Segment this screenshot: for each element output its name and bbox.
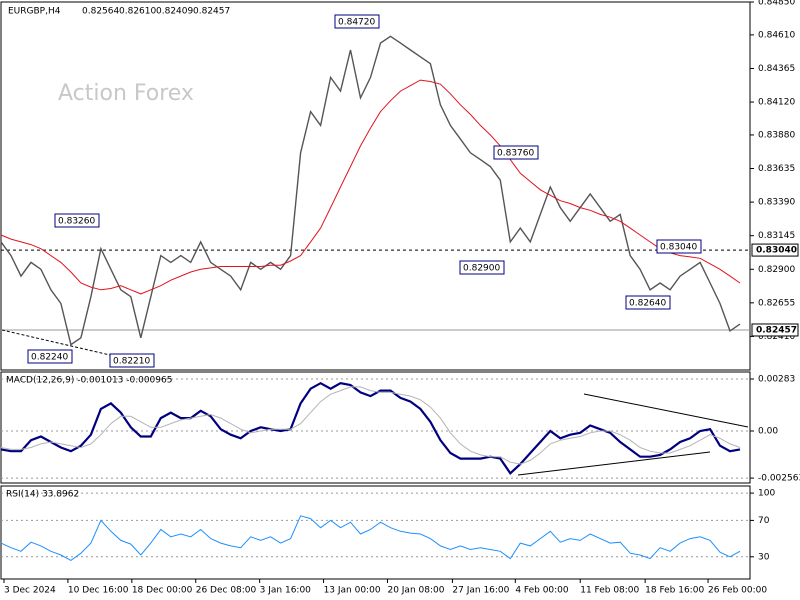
annotation: 0.82210 — [113, 357, 150, 367]
panel-title: MACD(12,26,9) -0.001013 -0.000965 — [6, 376, 172, 386]
y-tick-label: 0.84120 — [758, 98, 795, 108]
watermark: Action Forex — [58, 81, 194, 106]
x-tick-label: 26 Feb 00:00 — [708, 586, 767, 596]
y-tick-label: 30 — [758, 552, 770, 562]
y-tick-label: 70 — [758, 516, 770, 526]
y-tick-label: 0.00 — [758, 426, 778, 436]
annotation: 0.82640 — [629, 299, 666, 309]
ohlc-value: 0.82564 — [82, 7, 119, 17]
y-tick-label: 0.82655 — [758, 298, 795, 308]
y-tick-label: 0.83635 — [758, 164, 795, 174]
panel-frame — [0, 371, 751, 484]
annotation-box — [54, 213, 100, 228]
y-tick-label: 0.84365 — [758, 64, 795, 74]
price-tag-label: 0.82457 — [756, 325, 797, 335]
x-tick-label: 3 Dec 2024 — [4, 586, 56, 596]
x-tick-label: 18 Feb 16:00 — [645, 586, 704, 596]
ohlc-value: 0.82457 — [193, 7, 230, 17]
y-tick-label: 0.82410 — [758, 332, 795, 342]
trend-line — [1, 329, 111, 356]
annotation: 0.83760 — [497, 149, 534, 159]
ohlc-value: 0.82409 — [156, 7, 193, 17]
y-tick-label: 0.84850 — [758, 0, 795, 8]
x-tick-label: 20 Jan 08:00 — [387, 586, 444, 596]
y-tick-label: 0.83145 — [758, 231, 795, 241]
x-tick-label: 4 Feb 00:00 — [515, 586, 569, 596]
ohlc-value: 0.82610 — [119, 7, 156, 17]
annotation: 0.84720 — [338, 18, 375, 28]
y-tick-label: 0.83390 — [758, 198, 795, 208]
series-line — [0, 79, 741, 295]
annotation-box — [625, 295, 671, 310]
series-line — [0, 386, 741, 465]
y-tick-label: 0.84610 — [758, 30, 795, 40]
annotation-box — [656, 239, 702, 254]
symbol: EURGBP,H4 — [8, 7, 61, 17]
series-line — [0, 381, 741, 475]
y-tick-label: 0.82900 — [758, 265, 795, 275]
y-tick-label: 0.83880 — [758, 130, 795, 140]
price-tag — [751, 243, 799, 257]
panel-frame — [0, 485, 751, 580]
x-tick-label: 3 Jan 16:00 — [260, 586, 312, 596]
series-line — [0, 35, 741, 346]
annotation: 0.83260 — [58, 217, 95, 227]
x-tick-label: 10 Dec 16:00 — [68, 586, 129, 596]
annotation-box — [493, 145, 539, 160]
y-tick-label: 0.00283 — [758, 374, 795, 384]
annotation: 0.82240 — [31, 353, 68, 363]
x-tick-label: 27 Jan 16:00 — [452, 586, 509, 596]
price-tag-label: 0.83040 — [756, 246, 797, 256]
x-tick-label: 26 Dec 08:00 — [196, 586, 257, 596]
y-tick-label: -0.002563 — [758, 474, 800, 484]
panel-title: RSI(14) 33.8962 — [6, 490, 79, 500]
annotation: 0.83040 — [660, 243, 697, 253]
annotation-box — [459, 260, 505, 275]
annotation-box — [334, 14, 380, 29]
panel-frame — [0, 1, 751, 371]
annotation-box — [109, 353, 155, 368]
x-tick-label: 18 Dec 00:00 — [132, 586, 193, 596]
x-tick-label: 13 Jan 00:00 — [324, 586, 381, 596]
series-line — [0, 515, 741, 561]
price-tag — [751, 323, 799, 337]
trend-line — [517, 451, 711, 476]
annotation-box — [27, 349, 73, 364]
x-tick-label: 11 Feb 08:00 — [580, 586, 639, 596]
trend-line — [583, 393, 749, 428]
annotation: 0.82900 — [463, 264, 500, 274]
y-tick-label: 100 — [758, 489, 775, 499]
